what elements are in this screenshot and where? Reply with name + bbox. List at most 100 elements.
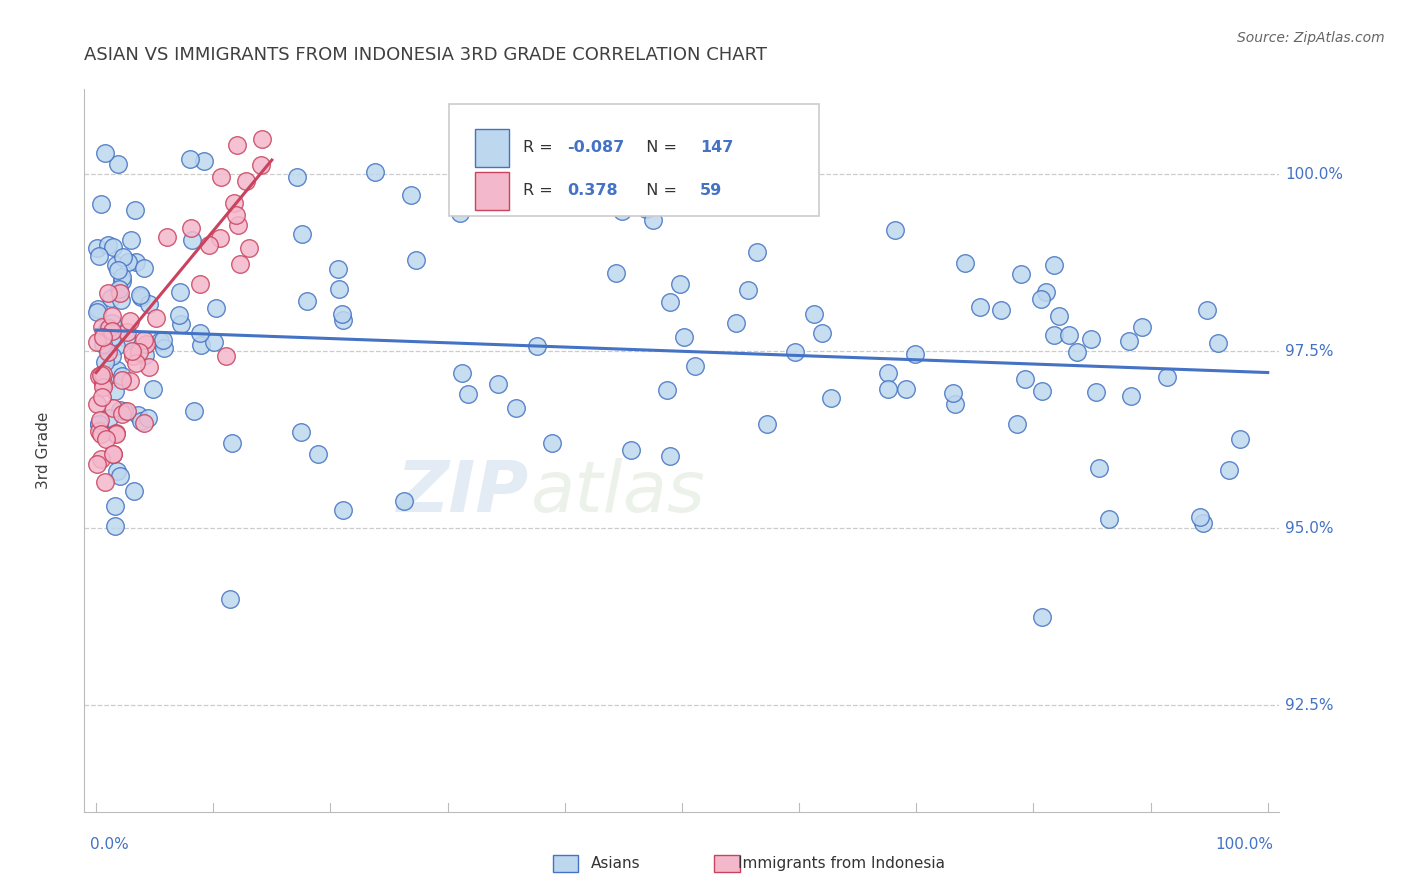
Point	[307, 447, 329, 461]
Point	[620, 442, 643, 457]
Point	[101, 447, 124, 461]
Text: 0.378: 0.378	[567, 184, 617, 198]
Point	[94, 475, 117, 489]
Text: R =: R =	[523, 140, 558, 155]
Point	[120, 374, 142, 388]
Point	[942, 386, 965, 401]
Point	[188, 277, 211, 292]
Point	[169, 317, 191, 331]
Point	[250, 132, 273, 146]
Point	[115, 331, 138, 345]
Point	[112, 403, 135, 417]
Point	[89, 413, 111, 427]
Point	[86, 305, 108, 319]
Bar	[553, 855, 578, 872]
Point	[91, 390, 114, 404]
Point	[238, 241, 260, 255]
Point	[124, 202, 146, 217]
Point	[636, 202, 658, 216]
Point	[1066, 345, 1088, 359]
Point	[87, 301, 110, 316]
Point	[96, 322, 118, 336]
Text: atlas: atlas	[530, 458, 704, 527]
Bar	[475, 172, 509, 210]
Point	[96, 374, 118, 388]
Point	[91, 337, 114, 351]
Point	[449, 206, 471, 220]
Point	[87, 249, 110, 263]
Point	[226, 218, 249, 232]
Point	[98, 321, 121, 335]
Point	[94, 146, 117, 161]
Point	[290, 425, 312, 440]
Text: 59: 59	[700, 184, 723, 198]
Point	[188, 326, 211, 341]
Point	[755, 417, 778, 431]
Point	[225, 208, 247, 222]
Point	[118, 314, 141, 328]
Point	[138, 297, 160, 311]
Point	[125, 356, 148, 370]
Point	[488, 183, 510, 197]
Point	[129, 290, 152, 304]
Text: 0.0%: 0.0%	[90, 837, 129, 852]
Point	[643, 213, 665, 227]
Point	[953, 256, 976, 270]
Point	[104, 384, 127, 398]
Point	[328, 282, 350, 296]
Point	[673, 329, 696, 343]
Point	[91, 380, 114, 394]
Point	[111, 269, 134, 284]
Point	[894, 382, 917, 396]
Point	[904, 346, 927, 360]
Point	[659, 450, 682, 464]
Point	[1047, 309, 1070, 323]
Point	[90, 451, 112, 466]
Point	[111, 274, 134, 288]
Point	[215, 349, 238, 363]
Point	[877, 382, 900, 396]
Point	[1014, 372, 1036, 386]
Point	[101, 330, 124, 344]
Point	[115, 325, 138, 339]
Point	[803, 307, 825, 321]
Point	[405, 253, 427, 268]
Point	[122, 349, 145, 363]
Point	[605, 266, 627, 280]
Point	[224, 195, 246, 210]
Point	[1031, 384, 1053, 398]
Point	[295, 293, 318, 308]
Point	[486, 376, 509, 391]
Text: ZIP: ZIP	[398, 458, 530, 527]
Point	[129, 414, 152, 428]
Point	[737, 283, 759, 297]
Point	[87, 369, 110, 384]
Point	[128, 345, 150, 359]
Point	[97, 238, 120, 252]
FancyBboxPatch shape	[449, 103, 820, 216]
Point	[1206, 335, 1229, 350]
Point	[1057, 328, 1080, 343]
Point	[156, 230, 179, 244]
Point	[104, 519, 127, 533]
Point	[250, 158, 273, 172]
Point	[110, 469, 132, 483]
Point	[91, 376, 114, 391]
Point	[330, 307, 353, 321]
Point	[505, 401, 527, 416]
Point	[105, 464, 128, 478]
Point	[169, 285, 191, 299]
Point	[91, 330, 114, 344]
Point	[725, 316, 748, 330]
Point	[990, 303, 1012, 318]
Point	[136, 410, 159, 425]
Point	[86, 397, 108, 411]
Point	[115, 404, 138, 418]
Point	[657, 383, 679, 397]
Point	[1043, 259, 1066, 273]
Point	[149, 334, 172, 348]
Point	[209, 169, 232, 184]
Point	[132, 260, 155, 275]
Point	[332, 313, 354, 327]
Point	[104, 339, 127, 353]
